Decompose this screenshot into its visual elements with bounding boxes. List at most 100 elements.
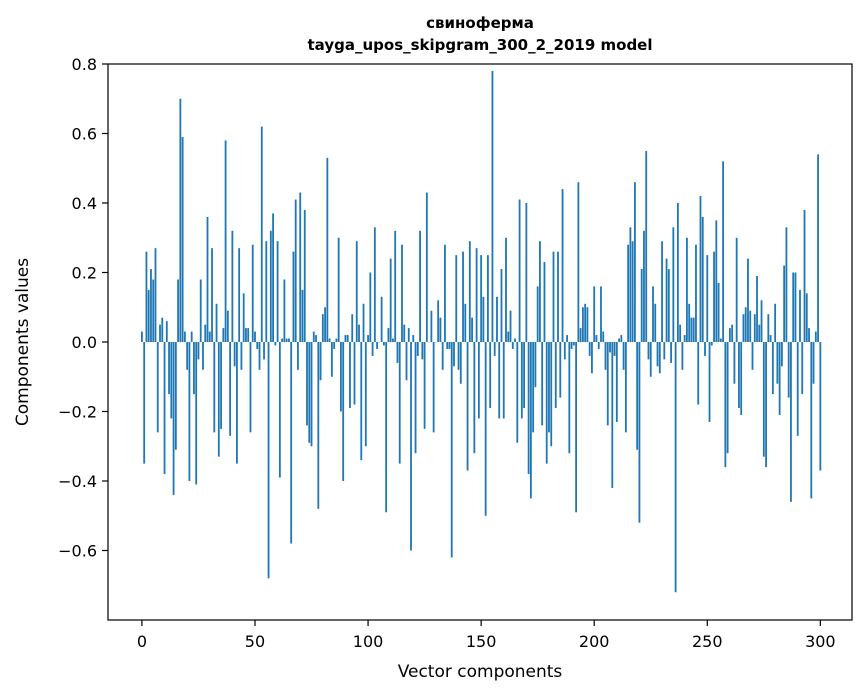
- bar-186: [561, 189, 564, 342]
- bar-48: [249, 342, 252, 433]
- bar-283: [780, 342, 783, 367]
- bar-269: [749, 310, 752, 342]
- y-tick-label: 0.8: [72, 55, 97, 74]
- bar-101: [369, 272, 372, 342]
- bar-117: [405, 342, 408, 381]
- bar-144: [466, 342, 469, 471]
- bar-265: [740, 342, 743, 415]
- bar-175: [536, 286, 539, 342]
- bar-15: [174, 342, 177, 450]
- bar-275: [762, 342, 765, 457]
- bar-113: [396, 342, 399, 363]
- bar-30: [208, 331, 211, 342]
- bar-230: [661, 241, 663, 342]
- bar-44: [240, 342, 243, 370]
- bar-153: [487, 255, 489, 343]
- bar-196: [584, 303, 587, 342]
- bar-34: [217, 342, 220, 457]
- bar-214: [624, 342, 627, 433]
- bar-143: [464, 303, 467, 342]
- y-axis-label: Components values: [13, 258, 33, 426]
- bar-97: [360, 342, 363, 461]
- bar-225: [649, 342, 652, 377]
- bar-104: [376, 342, 379, 349]
- bar-12: [168, 342, 170, 395]
- bar-295: [808, 328, 810, 342]
- bar-159: [500, 269, 503, 342]
- bar-235: [672, 227, 675, 342]
- bar-253: [713, 251, 715, 342]
- bar-158: [498, 342, 501, 419]
- x-tick-label: 150: [466, 632, 497, 651]
- bar-65: [288, 338, 290, 342]
- bar-157: [496, 296, 498, 342]
- bar-284: [783, 265, 786, 342]
- bar-299: [817, 154, 819, 342]
- x-tick-label: 0: [137, 632, 147, 651]
- bar-237: [676, 203, 679, 342]
- bar-177: [541, 342, 544, 426]
- bar-0: [141, 331, 143, 342]
- x-tick-label: 300: [805, 632, 836, 651]
- x-tick-label: 100: [353, 632, 384, 651]
- bar-75: [310, 342, 313, 447]
- bar-68: [294, 199, 297, 342]
- bar-192: [575, 342, 578, 513]
- bar-21: [188, 342, 191, 481]
- bar-78: [317, 342, 320, 509]
- bar-189: [568, 342, 571, 454]
- bar-100: [367, 335, 369, 342]
- bar-16: [177, 279, 180, 342]
- bar-188: [566, 335, 568, 342]
- y-tick-label: −0.2: [58, 403, 97, 422]
- bar-73: [306, 342, 308, 426]
- bar-8: [159, 324, 161, 343]
- bar-103: [373, 227, 376, 342]
- y-tick-label: 0.6: [72, 125, 97, 144]
- y-tick-label: 0.2: [72, 264, 97, 283]
- bar-180: [548, 342, 550, 433]
- bar-169: [523, 342, 525, 409]
- bar-120: [412, 335, 415, 342]
- bar-3: [147, 289, 150, 343]
- bar-202: [597, 342, 600, 349]
- bar-19: [183, 331, 186, 342]
- bar-281: [776, 342, 779, 384]
- bar-51: [256, 342, 259, 349]
- bar-50: [254, 331, 256, 342]
- bar-9: [161, 317, 164, 342]
- bar-233: [667, 269, 670, 342]
- bar-38: [226, 310, 229, 342]
- bar-277: [767, 314, 770, 342]
- bar-13: [170, 342, 173, 419]
- y-tick-label: −0.4: [58, 472, 97, 491]
- bar-298: [814, 331, 817, 342]
- bar-238: [679, 324, 682, 343]
- bar-163: [509, 310, 512, 342]
- bar-118: [407, 328, 410, 342]
- bar-266: [742, 314, 745, 342]
- bar-77: [315, 335, 317, 342]
- bar-203: [600, 286, 602, 342]
- bar-126: [425, 192, 428, 342]
- bar-56: [267, 342, 270, 579]
- bar-110: [389, 258, 392, 342]
- bar-55: [265, 241, 268, 342]
- bar-264: [738, 342, 740, 409]
- bar-293: [803, 209, 806, 342]
- bar-17: [179, 98, 182, 342]
- bar-14: [172, 342, 175, 495]
- bar-98: [362, 303, 365, 342]
- bar-191: [572, 342, 575, 346]
- bar-62: [281, 338, 284, 342]
- bar-24: [195, 342, 198, 485]
- bar-256: [719, 338, 722, 342]
- bar-67: [292, 251, 295, 342]
- y-tick-label: 0.0: [72, 333, 97, 352]
- bar-193: [577, 182, 580, 342]
- bar-140: [457, 342, 460, 370]
- bar-63: [283, 279, 286, 342]
- bar-53: [260, 126, 263, 342]
- bar-20: [186, 342, 189, 370]
- x-tick-label: 200: [579, 632, 610, 651]
